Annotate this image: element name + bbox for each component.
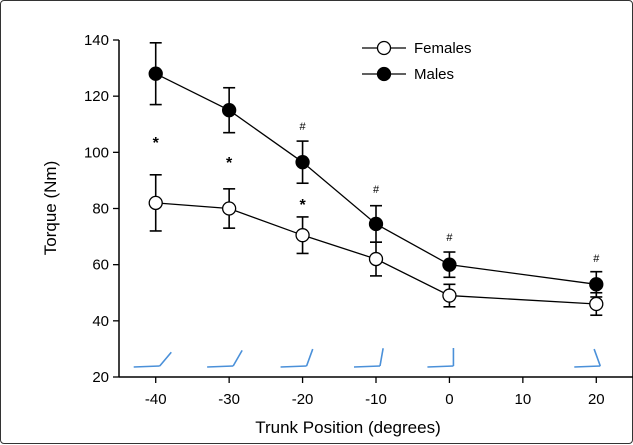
data-point-males — [148, 66, 163, 81]
y-tick-label: 60 — [92, 257, 109, 274]
x-tick-label: -20 — [292, 391, 314, 408]
data-point-males — [295, 155, 310, 170]
x-tick-label: 0 — [445, 391, 453, 408]
legend-label-males: Males — [414, 66, 454, 83]
significance-asterisk: * — [226, 155, 233, 172]
legend-marker-females — [376, 40, 392, 56]
series-markers — [148, 42, 604, 317]
legend-label-females: Females — [414, 40, 472, 57]
y-tick-label: 100 — [84, 144, 109, 161]
trunk-position-icon — [427, 365, 454, 368]
x-tick-label: -40 — [145, 391, 167, 408]
series-line-females — [155, 202, 597, 305]
data-point-females — [295, 228, 310, 243]
y-tick-label: 140 — [84, 32, 109, 49]
x-tick-label: 10 — [515, 391, 532, 408]
y-tick-label: 120 — [84, 88, 109, 105]
legend-marker-males — [376, 66, 392, 82]
data-point-females — [368, 251, 384, 267]
significance-hash: # — [300, 121, 307, 133]
y-tick-label: 40 — [92, 313, 109, 330]
y-tick-label: 80 — [92, 201, 109, 218]
significance-asterisk: * — [153, 135, 160, 152]
trunk-position-icon — [232, 350, 243, 367]
x-tick-label: 20 — [588, 391, 605, 408]
trunk-position-icon — [159, 351, 172, 367]
trunk-position-icon — [207, 365, 234, 368]
significance-asterisk: * — [299, 197, 306, 214]
x-tick-label: -30 — [218, 391, 240, 408]
data-point-males — [368, 216, 384, 232]
y-axis-label: Torque (Nm) — [41, 161, 60, 255]
data-point-females — [442, 288, 457, 303]
data-point-males — [589, 277, 604, 292]
data-point-males — [442, 257, 457, 272]
significance-hash: # — [373, 184, 380, 196]
trunk-position-icon — [593, 348, 602, 367]
data-point-females — [148, 195, 163, 211]
axes: 20 40 60 80 100 120 140 -40 -30 -20 -10 0 10 20 — [84, 32, 633, 408]
x-tick-label: -10 — [365, 391, 387, 408]
data-point-females — [589, 296, 604, 312]
significance-hash: # — [446, 232, 453, 244]
trunk-position-icon — [574, 365, 601, 368]
significance-annotations: * * * # # # # — [153, 121, 601, 265]
legend: Females Males — [362, 40, 472, 83]
trunk-position-icon — [379, 348, 384, 367]
data-point-females — [221, 201, 237, 216]
trunk-position-icon — [353, 365, 381, 368]
y-tick-label: 20 — [92, 369, 109, 386]
trunk-position-icon — [305, 348, 314, 367]
x-axis-label: Trunk Position (degrees) — [255, 418, 441, 437]
data-point-males — [221, 103, 237, 118]
trunk-position-icon — [280, 365, 307, 368]
series-line-males — [155, 73, 597, 285]
series-lines — [155, 73, 597, 305]
trunk-position-icons — [133, 348, 602, 368]
significance-hash: # — [593, 253, 600, 265]
trunk-position-icon — [133, 365, 160, 368]
